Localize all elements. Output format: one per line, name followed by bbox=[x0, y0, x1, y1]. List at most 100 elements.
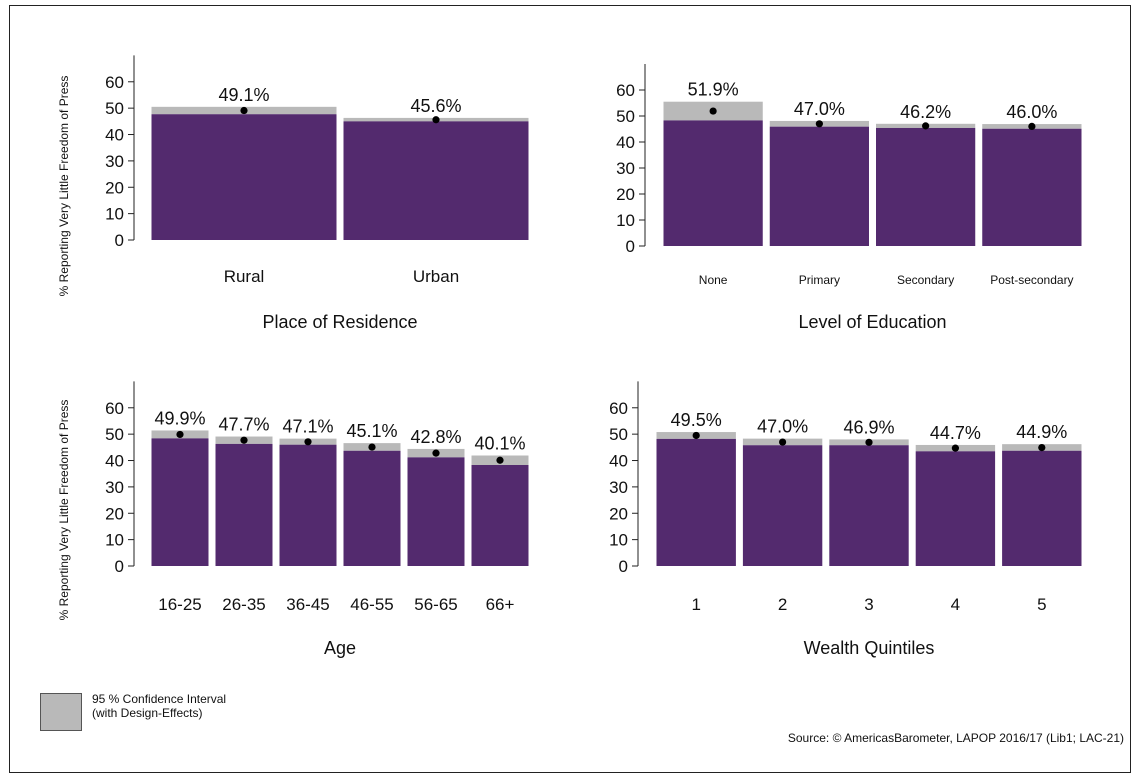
point-estimate bbox=[779, 438, 787, 446]
y-tick-label: 0 bbox=[115, 557, 124, 576]
y-tick-label: 60 bbox=[609, 399, 628, 418]
y-tick-label: 30 bbox=[105, 478, 124, 497]
y-tick-label: 30 bbox=[616, 159, 635, 178]
figure-frame bbox=[9, 5, 1131, 773]
legend-label-line1: 95 % Confidence Interval bbox=[92, 692, 227, 706]
y-tick-label: 10 bbox=[105, 531, 124, 550]
bar bbox=[982, 128, 1082, 246]
bar bbox=[343, 121, 529, 240]
legend: 95 % Confidence Interval (with Design-Ef… bbox=[40, 692, 226, 731]
x-tick-label: 1 bbox=[691, 595, 700, 614]
x-tick-label: 16-25 bbox=[158, 595, 201, 614]
y-tick-label: 50 bbox=[616, 107, 635, 126]
point-estimate bbox=[496, 456, 504, 464]
data-label: 49.1% bbox=[218, 85, 269, 105]
point-estimate bbox=[815, 120, 823, 128]
point-estimate bbox=[240, 106, 248, 115]
data-label: 45.1% bbox=[346, 421, 397, 441]
point-estimate bbox=[951, 444, 960, 452]
y-tick-label: 50 bbox=[105, 99, 124, 118]
data-label: 44.9% bbox=[1016, 422, 1067, 442]
y-tick-label: 50 bbox=[105, 425, 124, 444]
data-label: 47.7% bbox=[218, 415, 269, 435]
point-estimate bbox=[368, 443, 376, 451]
y-tick-label: 40 bbox=[105, 126, 124, 145]
x-tick-label: 46-55 bbox=[350, 595, 393, 614]
legend-label: 95 % Confidence Interval (with Design-Ef… bbox=[92, 692, 226, 720]
bar bbox=[742, 445, 823, 566]
y-tick-label: 10 bbox=[609, 531, 628, 550]
y-tick-label: 40 bbox=[105, 452, 124, 471]
x-tick-label: 66+ bbox=[486, 595, 515, 614]
y-tick-label: 60 bbox=[105, 399, 124, 418]
data-label: 40.1% bbox=[474, 434, 525, 454]
bar bbox=[876, 127, 976, 246]
point-estimate bbox=[1038, 443, 1046, 452]
point-estimate bbox=[304, 438, 312, 446]
x-axis-title: Place of Residence bbox=[262, 312, 417, 332]
data-label: 49.9% bbox=[154, 408, 205, 428]
point-estimate bbox=[922, 122, 930, 130]
y-tick-label: 10 bbox=[105, 205, 124, 224]
y-tick-label: 40 bbox=[616, 133, 635, 152]
y-tick-label: 40 bbox=[609, 452, 628, 471]
point-estimate bbox=[709, 107, 717, 115]
legend-label-line2: (with Design-Effects) bbox=[92, 706, 203, 720]
x-tick-label: 3 bbox=[864, 595, 873, 614]
point-estimate bbox=[432, 116, 440, 124]
point-estimate bbox=[865, 438, 873, 446]
y-tick-label: 0 bbox=[115, 231, 124, 250]
y-tick-label: 0 bbox=[626, 237, 635, 256]
point-estimate bbox=[432, 449, 440, 457]
y-tick-label: 20 bbox=[609, 504, 628, 523]
legend-swatch-confidence-interval bbox=[40, 693, 82, 731]
data-label: 47.0% bbox=[794, 99, 845, 119]
y-tick-label: 0 bbox=[619, 557, 628, 576]
bar bbox=[279, 444, 337, 566]
y-tick-label: 20 bbox=[105, 504, 124, 523]
point-estimate bbox=[692, 431, 700, 440]
point-estimate bbox=[176, 430, 184, 439]
bar bbox=[471, 465, 529, 566]
x-tick-label: 2 bbox=[778, 595, 787, 614]
bar bbox=[151, 114, 337, 240]
data-label: 46.2% bbox=[900, 102, 951, 122]
x-tick-label: None bbox=[699, 273, 728, 287]
point-estimate bbox=[1028, 122, 1036, 130]
bar bbox=[663, 120, 763, 246]
y-tick-label: 60 bbox=[105, 73, 124, 92]
x-tick-label: 26-35 bbox=[222, 595, 265, 614]
x-tick-label: 56-65 bbox=[414, 595, 457, 614]
data-label: 45.6% bbox=[410, 96, 461, 116]
y-tick-label: 60 bbox=[616, 81, 635, 100]
x-axis-title: Wealth Quintiles bbox=[804, 638, 935, 658]
x-axis-title: Age bbox=[324, 638, 356, 658]
y-tick-label: 30 bbox=[609, 478, 628, 497]
bar bbox=[215, 443, 273, 566]
bar bbox=[407, 457, 465, 566]
data-label: 51.9% bbox=[688, 80, 739, 100]
y-axis-title: % Reporting Very Little Freedom of Press bbox=[57, 76, 71, 297]
y-tick-label: 30 bbox=[105, 152, 124, 171]
x-tick-label: 5 bbox=[1037, 595, 1046, 614]
bar bbox=[1002, 450, 1082, 566]
data-label: 42.8% bbox=[410, 427, 461, 447]
bar bbox=[343, 450, 401, 566]
data-label: 47.1% bbox=[282, 417, 333, 437]
y-tick-label: 20 bbox=[616, 185, 635, 204]
point-estimate bbox=[240, 436, 248, 444]
data-label: 46.9% bbox=[843, 417, 894, 437]
data-label: 47.0% bbox=[757, 417, 808, 437]
x-axis-title: Level of Education bbox=[798, 312, 946, 332]
y-tick-label: 10 bbox=[616, 211, 635, 230]
x-tick-label: Secondary bbox=[897, 273, 954, 287]
source-note: Source: © AmericasBarometer, LAPOP 2016/… bbox=[787, 731, 1124, 745]
bar bbox=[915, 451, 996, 566]
x-tick-label: Primary bbox=[799, 273, 840, 287]
x-tick-label: Urban bbox=[413, 267, 459, 286]
bar bbox=[769, 126, 869, 246]
data-label: 44.7% bbox=[930, 423, 981, 443]
y-tick-label: 50 bbox=[609, 425, 628, 444]
x-tick-label: Post-secondary bbox=[990, 273, 1073, 287]
